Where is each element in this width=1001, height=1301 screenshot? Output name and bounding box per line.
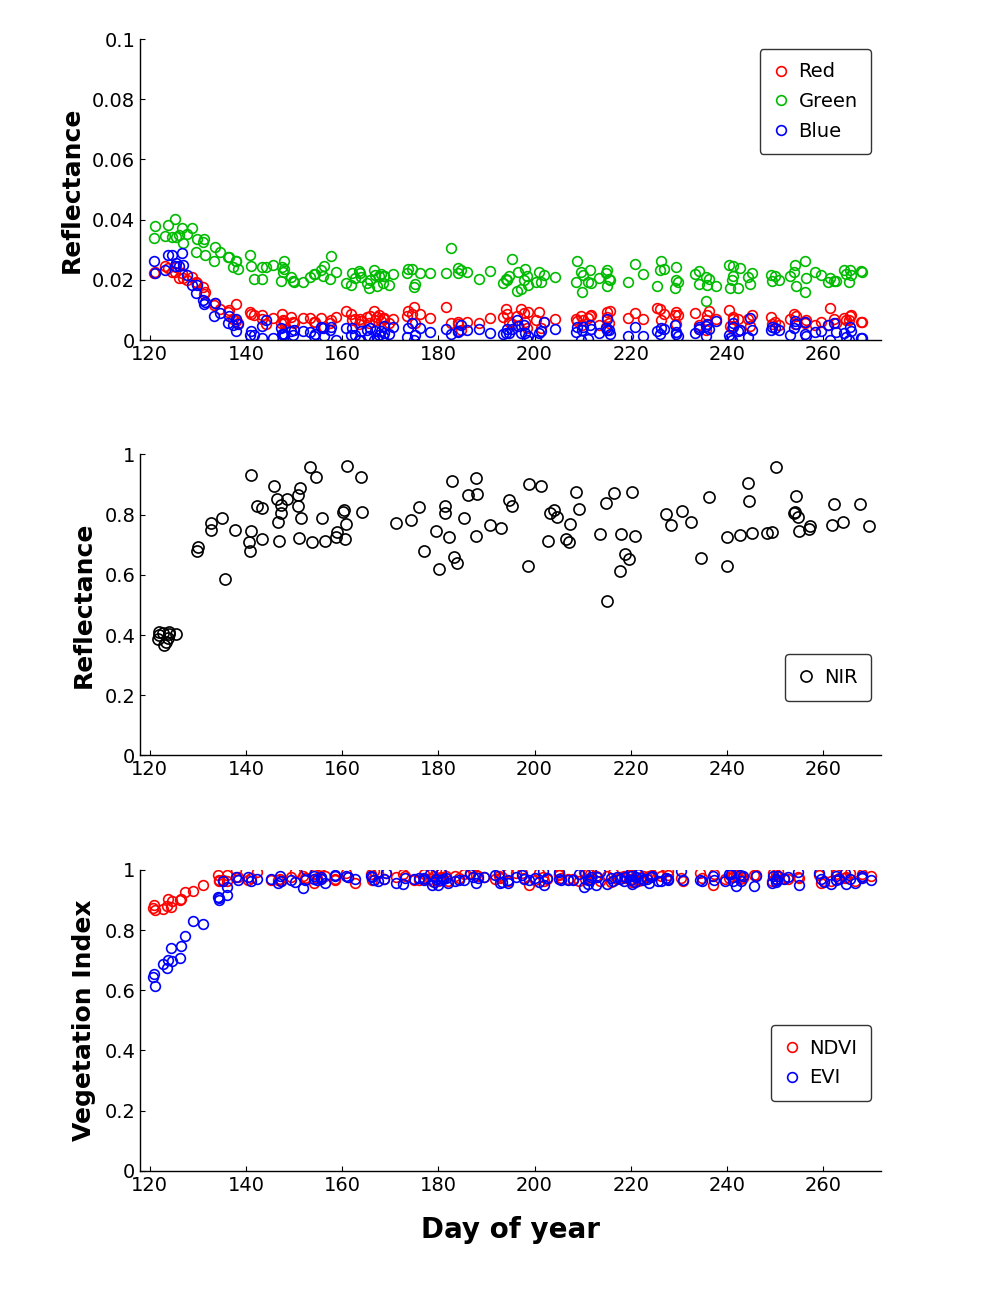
Blue [472, 321, 484, 337]
Blue [790, 316, 802, 332]
Y-axis label: Vegetation Index: Vegetation Index [72, 899, 96, 1141]
Green [232, 262, 244, 277]
Line: Green: Green [149, 215, 867, 306]
Line: NDVI: NDVI [148, 861, 876, 915]
Y-axis label: Reflectance: Reflectance [60, 107, 84, 273]
NIR [152, 631, 164, 647]
EVI [782, 869, 794, 885]
EVI [440, 870, 452, 886]
NDVI [523, 877, 535, 892]
Green [856, 264, 868, 280]
NDVI [440, 868, 452, 883]
Red [472, 315, 484, 330]
Green [701, 294, 713, 310]
NDVI [271, 873, 283, 889]
Red [158, 259, 170, 275]
Line: NIR: NIR [152, 461, 875, 650]
Green [507, 251, 519, 267]
EVI [300, 863, 312, 878]
NDVI [519, 870, 531, 886]
EVI [865, 873, 877, 889]
NIR [158, 637, 170, 653]
NIR [685, 514, 697, 530]
Line: EVI: EVI [148, 865, 876, 991]
EVI [519, 872, 531, 887]
NIR [341, 458, 353, 474]
EVI [147, 969, 159, 985]
Legend: Red, Green, Blue: Red, Green, Blue [760, 48, 871, 155]
NDVI [865, 868, 877, 883]
NDVI [149, 902, 161, 917]
EVI [271, 874, 283, 890]
Blue [461, 321, 473, 337]
Y-axis label: Reflectance: Reflectance [72, 522, 96, 688]
NIR [600, 494, 612, 510]
Green [148, 230, 160, 246]
Red [856, 315, 868, 330]
NDVI [782, 870, 794, 886]
Line: Red: Red [149, 262, 867, 336]
Blue [330, 332, 342, 347]
Green [790, 278, 802, 294]
EVI [554, 872, 566, 887]
Blue [148, 254, 160, 269]
Green [461, 264, 473, 280]
Blue [232, 316, 244, 332]
Blue [176, 246, 188, 262]
EVI [523, 872, 535, 887]
NIR [495, 520, 508, 536]
Blue [375, 323, 387, 338]
Red [455, 323, 467, 338]
Green [455, 262, 467, 277]
Red [232, 315, 244, 330]
Line: Blue: Blue [149, 248, 867, 345]
Blue [511, 312, 523, 328]
NIR [272, 514, 284, 530]
Red [373, 307, 385, 323]
NDVI [554, 868, 566, 883]
NIR [837, 514, 849, 530]
Red [148, 265, 160, 281]
Green [373, 268, 385, 284]
NIR [863, 518, 875, 533]
EVI [149, 978, 161, 994]
NDVI [315, 859, 327, 874]
Blue [856, 330, 868, 346]
X-axis label: Day of year: Day of year [421, 1215, 600, 1244]
NDVI [147, 900, 159, 916]
Red [461, 314, 473, 329]
Red [511, 308, 523, 324]
Red [790, 308, 802, 324]
Legend: NIR: NIR [785, 654, 871, 701]
NIR [292, 531, 304, 546]
Green [168, 211, 180, 226]
Legend: NDVI, EVI: NDVI, EVI [771, 1025, 871, 1101]
